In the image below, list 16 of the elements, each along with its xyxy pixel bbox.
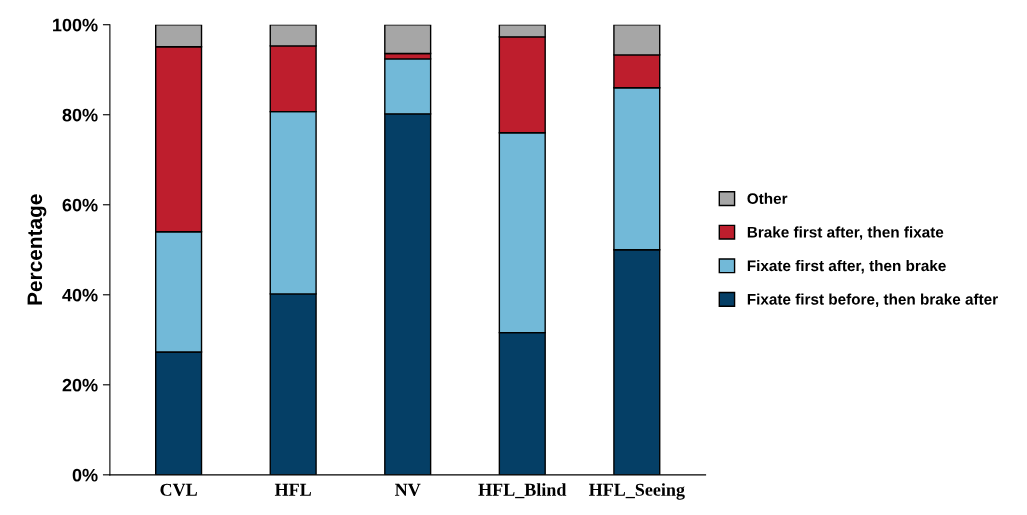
legend-label: Brake first after, then fixate — [747, 226, 944, 240]
y-axis-title: Percentage — [27, 194, 47, 305]
x-tick-label: HFL_Seeing — [588, 483, 685, 500]
y-tick-label: 20% — [62, 378, 98, 392]
x-tick-label: CVL — [160, 483, 197, 496]
y-tick-label: 80% — [62, 108, 98, 122]
x-tick-label: HFL_Blind — [478, 483, 567, 499]
legend-label: Fixate first before, then brake after — [747, 293, 998, 307]
y-tick-label: 0% — [72, 468, 98, 482]
y-tick-label: 60% — [62, 198, 98, 212]
legend-label: Other — [747, 192, 788, 205]
legend-label: Fixate first after, then brake — [747, 259, 946, 274]
y-tick-label: 100% — [53, 18, 98, 32]
x-tick-label: HFL — [274, 483, 311, 496]
y-tick-label: 40% — [62, 288, 98, 302]
x-tick-label: NV — [395, 483, 421, 496]
